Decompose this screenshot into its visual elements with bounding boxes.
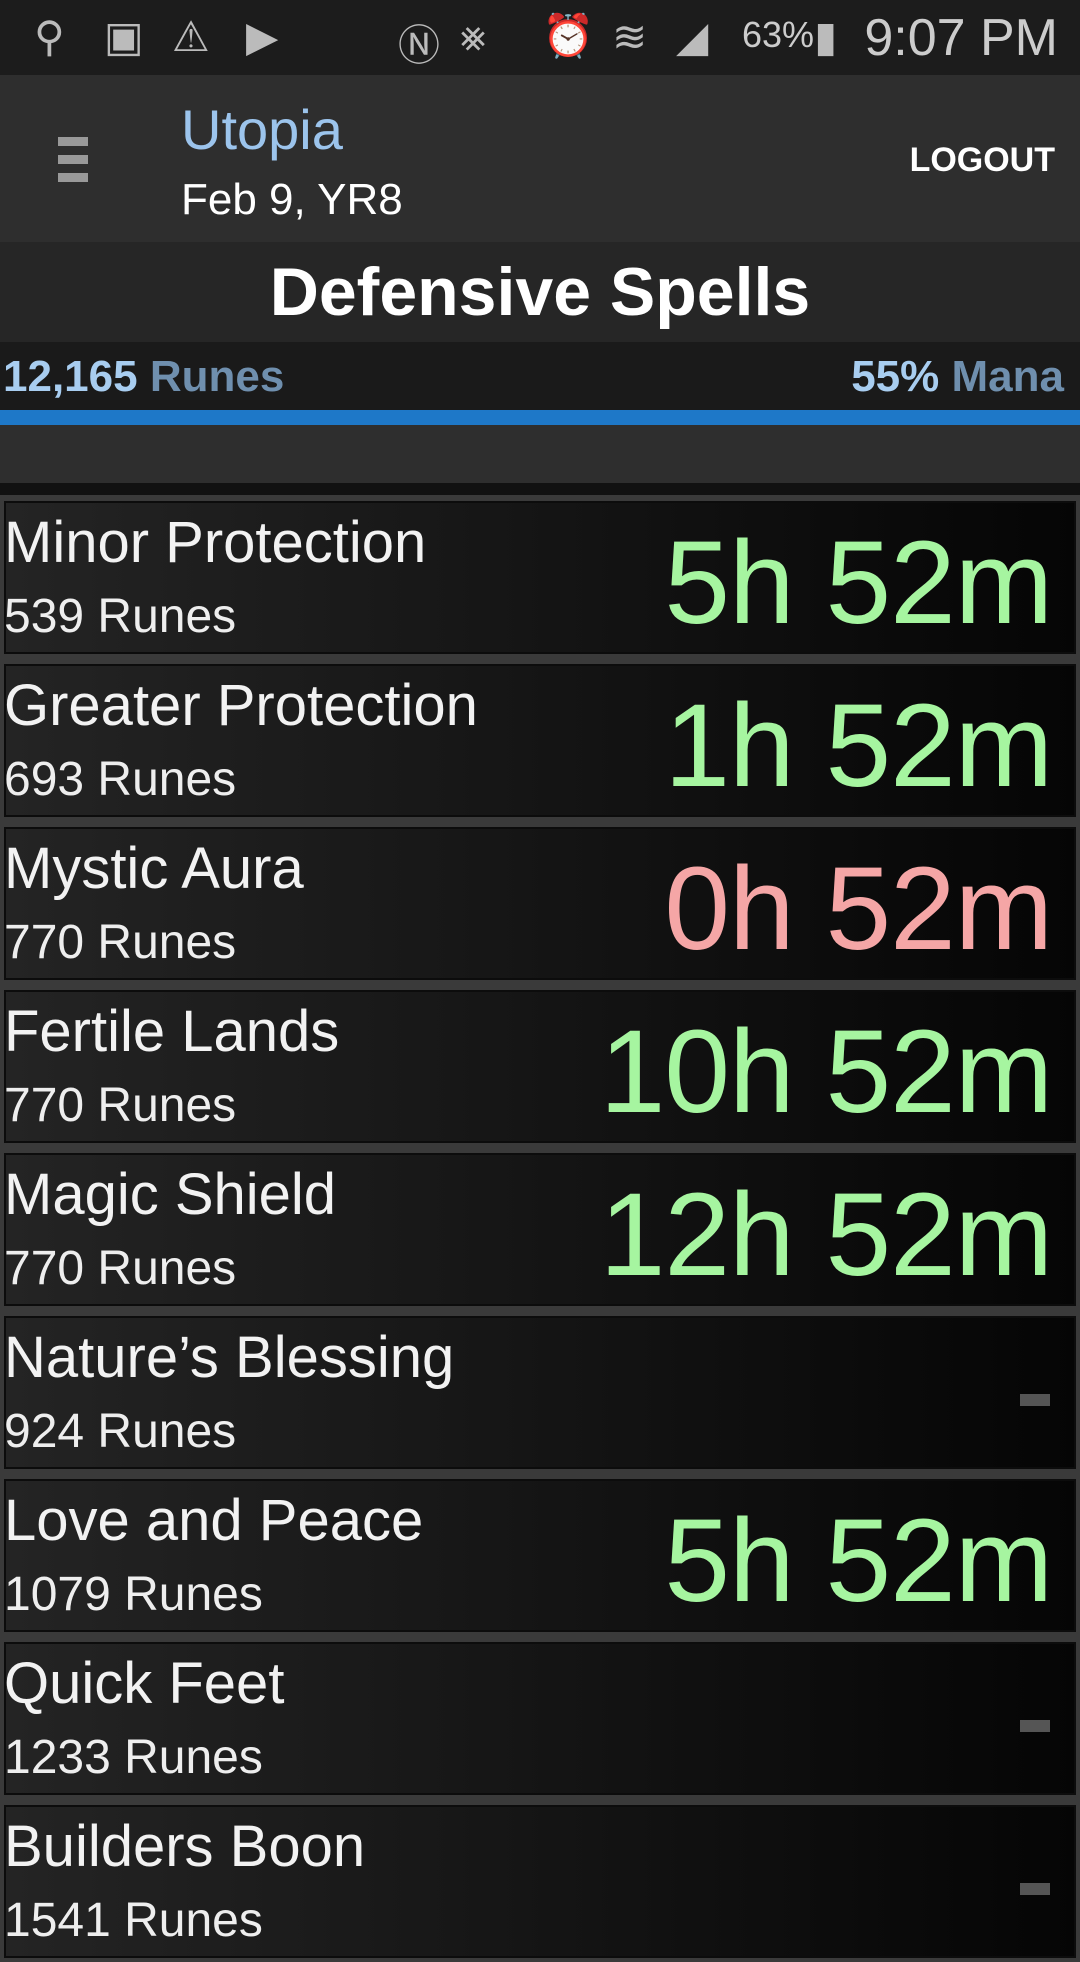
logout-button[interactable]: LOGOUT	[909, 141, 1055, 179]
vibrate-icon: ⨳	[460, 12, 487, 59]
spacer	[0, 425, 1080, 483]
spell-row[interactable]: Magic Shield 770 Runes 12h 52m	[0, 1147, 1080, 1310]
spell-duration: 10h 52m	[599, 1006, 1053, 1138]
spell-row[interactable]: Builders Boon 1541 Runes	[0, 1799, 1080, 1962]
alarm-icon: ⏰	[542, 12, 595, 59]
spell-name: Quick Feet	[4, 1651, 285, 1716]
spell-cost: 1233 Runes	[4, 1731, 263, 1784]
spell-row[interactable]: Love and Peace 1079 Runes 5h 52m	[0, 1473, 1080, 1636]
spell-cost: 924 Runes	[4, 1405, 237, 1458]
spell-cost: 1079 Runes	[4, 1568, 263, 1621]
spell-duration: 0h 52m	[664, 843, 1053, 975]
app-bar: Utopia Feb 9, YR8 LOGOUT	[0, 75, 1080, 242]
spell-name: Love and Peace	[4, 1488, 424, 1553]
spell-name: Magic Shield	[4, 1162, 337, 1227]
wifi-icon: ≋	[612, 13, 648, 60]
spell-row[interactable]: Greater Protection 693 Runes 1h 52m	[0, 658, 1080, 821]
nfc-icon: Ⓝ	[398, 22, 441, 69]
spell-duration: 1h 52m	[664, 680, 1053, 812]
image-icon: ▣	[104, 13, 144, 60]
signal-icon: ◢	[676, 13, 709, 60]
mana-label: Mana	[951, 352, 1064, 401]
spell-cost: 693 Runes	[4, 753, 237, 806]
divider	[0, 410, 1080, 425]
mana-value: 55%	[851, 352, 940, 401]
spell-name: Mystic Aura	[4, 836, 304, 901]
spell-list: Minor Protection 539 Runes 5h 52m Greater …	[0, 495, 1080, 1962]
usb-icon: ⚲	[34, 13, 65, 60]
resources-bar: 12,165 Runes 55% Mana	[0, 342, 1080, 410]
spell-cost: 770 Runes	[4, 916, 237, 969]
spell-name: Fertile Lands	[4, 999, 340, 1064]
store-icon: ▶	[246, 13, 279, 60]
spell-row[interactable]: Fertile Lands 770 Runes 10h 52m	[0, 984, 1080, 1147]
battery-charging-icon: ▮	[814, 13, 838, 60]
battery-percent: 63%	[742, 14, 815, 55]
spell-name: Minor Protection	[4, 510, 427, 575]
runes-label: Runes	[149, 352, 285, 401]
spell-duration: 5h 52m	[664, 1495, 1053, 1627]
spell-duration: 5h 52m	[664, 517, 1053, 649]
spell-row[interactable]: Mystic Aura 770 Runes 0h 52m	[0, 821, 1080, 984]
status-bar: ⚲ ▣ ⚠ ▶ Ⓝ ⨳ ⏰ ≋ ◢ 63% ▮ 9:07 PM	[0, 0, 1080, 75]
page-title: Defensive Spells	[0, 242, 1080, 342]
spell-row[interactable]: Quick Feet 1233 Runes	[0, 1636, 1080, 1799]
spell-row[interactable]: Minor Protection 539 Runes 5h 52m	[0, 495, 1080, 658]
spell-duration: 12h 52m	[599, 1169, 1053, 1301]
spell-row[interactable]: Nature’s Blessing 924 Runes	[0, 1310, 1080, 1473]
spell-cost: 1541 Runes	[4, 1894, 263, 1947]
game-date: Feb 9, YR8	[181, 175, 403, 224]
inactive-dash-icon	[1020, 1720, 1050, 1732]
app-title: Utopia	[181, 98, 343, 161]
clock: 9:07 PM	[864, 9, 1058, 67]
spell-cost: 539 Runes	[4, 590, 237, 643]
spell-name: Greater Protection	[4, 673, 478, 738]
spell-name: Nature’s Blessing	[4, 1325, 455, 1390]
runes-value: 12,165	[3, 352, 138, 401]
warning-icon: ⚠	[172, 13, 210, 60]
spell-name: Builders Boon	[4, 1814, 366, 1879]
spell-cost: 770 Runes	[4, 1079, 237, 1132]
inactive-dash-icon	[1020, 1883, 1050, 1895]
spell-cost: 770 Runes	[4, 1242, 237, 1295]
menu-icon[interactable]	[58, 137, 88, 191]
inactive-dash-icon	[1020, 1394, 1050, 1406]
